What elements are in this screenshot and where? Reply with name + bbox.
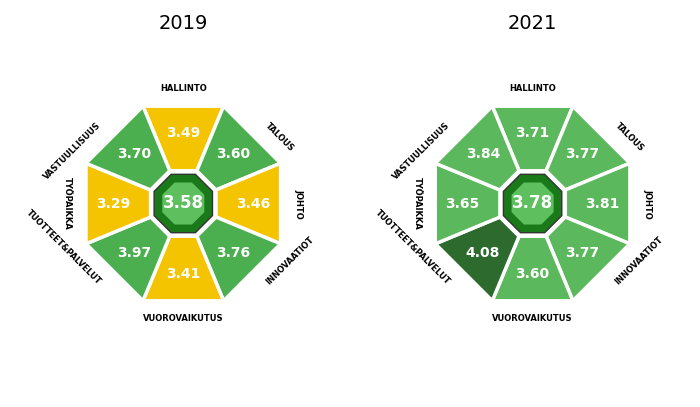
Text: TYÖPAIKKA: TYÖPAIKKA xyxy=(63,177,72,230)
Text: HALLINTO: HALLINTO xyxy=(509,83,556,92)
Text: 3.58: 3.58 xyxy=(163,195,204,212)
Text: 3.65: 3.65 xyxy=(445,197,480,210)
Text: TYÖPAIKKA: TYÖPAIKKA xyxy=(412,177,421,230)
Polygon shape xyxy=(498,169,567,238)
Polygon shape xyxy=(195,106,281,191)
Text: 4.08: 4.08 xyxy=(466,246,500,260)
Text: INNOVAATIOT: INNOVAATIOT xyxy=(613,235,664,286)
Polygon shape xyxy=(86,106,172,191)
Text: 3.81: 3.81 xyxy=(585,197,620,210)
Polygon shape xyxy=(562,163,630,244)
Text: 3.29: 3.29 xyxy=(96,197,130,210)
Text: VASTUULLISUUS: VASTUULLISUUS xyxy=(391,121,452,182)
Text: INNOVAATIOT: INNOVAATIOT xyxy=(264,235,315,286)
Text: 3.76: 3.76 xyxy=(216,246,250,260)
Text: HALLINTO: HALLINTO xyxy=(160,83,206,92)
Polygon shape xyxy=(435,216,521,301)
Text: TUOTTEET&PALVELUT: TUOTTEET&PALVELUT xyxy=(374,208,452,286)
Text: VUOROVAIKUTUS: VUOROVAIKUTUS xyxy=(492,315,573,324)
Text: 3.49: 3.49 xyxy=(166,127,200,140)
Polygon shape xyxy=(503,174,562,233)
Text: 3.71: 3.71 xyxy=(515,127,550,140)
Polygon shape xyxy=(435,163,503,244)
Text: 3.78: 3.78 xyxy=(512,195,553,212)
Polygon shape xyxy=(86,163,154,244)
Text: 3.84: 3.84 xyxy=(466,147,500,161)
Text: 3.70: 3.70 xyxy=(117,147,150,161)
Polygon shape xyxy=(162,182,204,225)
Text: TALOUS: TALOUS xyxy=(613,121,645,153)
Text: 3.60: 3.60 xyxy=(216,147,250,161)
Text: TUOTTEET&PALVELUT: TUOTTEET&PALVELUT xyxy=(25,208,103,286)
Text: JOHTO: JOHTO xyxy=(294,188,303,219)
Text: VASTUULLISUUS: VASTUULLISUUS xyxy=(42,121,103,182)
Polygon shape xyxy=(143,106,223,174)
Polygon shape xyxy=(545,216,630,301)
Text: JOHTO: JOHTO xyxy=(643,188,652,219)
Polygon shape xyxy=(435,106,521,191)
Polygon shape xyxy=(492,233,573,301)
Polygon shape xyxy=(213,163,281,244)
Text: 3.41: 3.41 xyxy=(166,267,200,280)
Title: 2019: 2019 xyxy=(159,14,208,33)
Text: VUOROVAIKUTUS: VUOROVAIKUTUS xyxy=(143,315,223,324)
Polygon shape xyxy=(545,106,630,191)
Text: 3.46: 3.46 xyxy=(236,197,270,210)
Title: 2021: 2021 xyxy=(508,14,557,33)
Polygon shape xyxy=(512,182,554,225)
Polygon shape xyxy=(154,174,213,233)
Polygon shape xyxy=(149,169,218,238)
Text: 3.77: 3.77 xyxy=(565,147,599,161)
Polygon shape xyxy=(195,216,281,301)
Polygon shape xyxy=(143,233,223,301)
Text: TALOUS: TALOUS xyxy=(264,121,296,153)
Text: 3.97: 3.97 xyxy=(117,246,150,260)
Polygon shape xyxy=(86,216,172,301)
Polygon shape xyxy=(492,106,573,174)
Text: 3.77: 3.77 xyxy=(565,246,599,260)
Text: 3.60: 3.60 xyxy=(515,267,550,280)
